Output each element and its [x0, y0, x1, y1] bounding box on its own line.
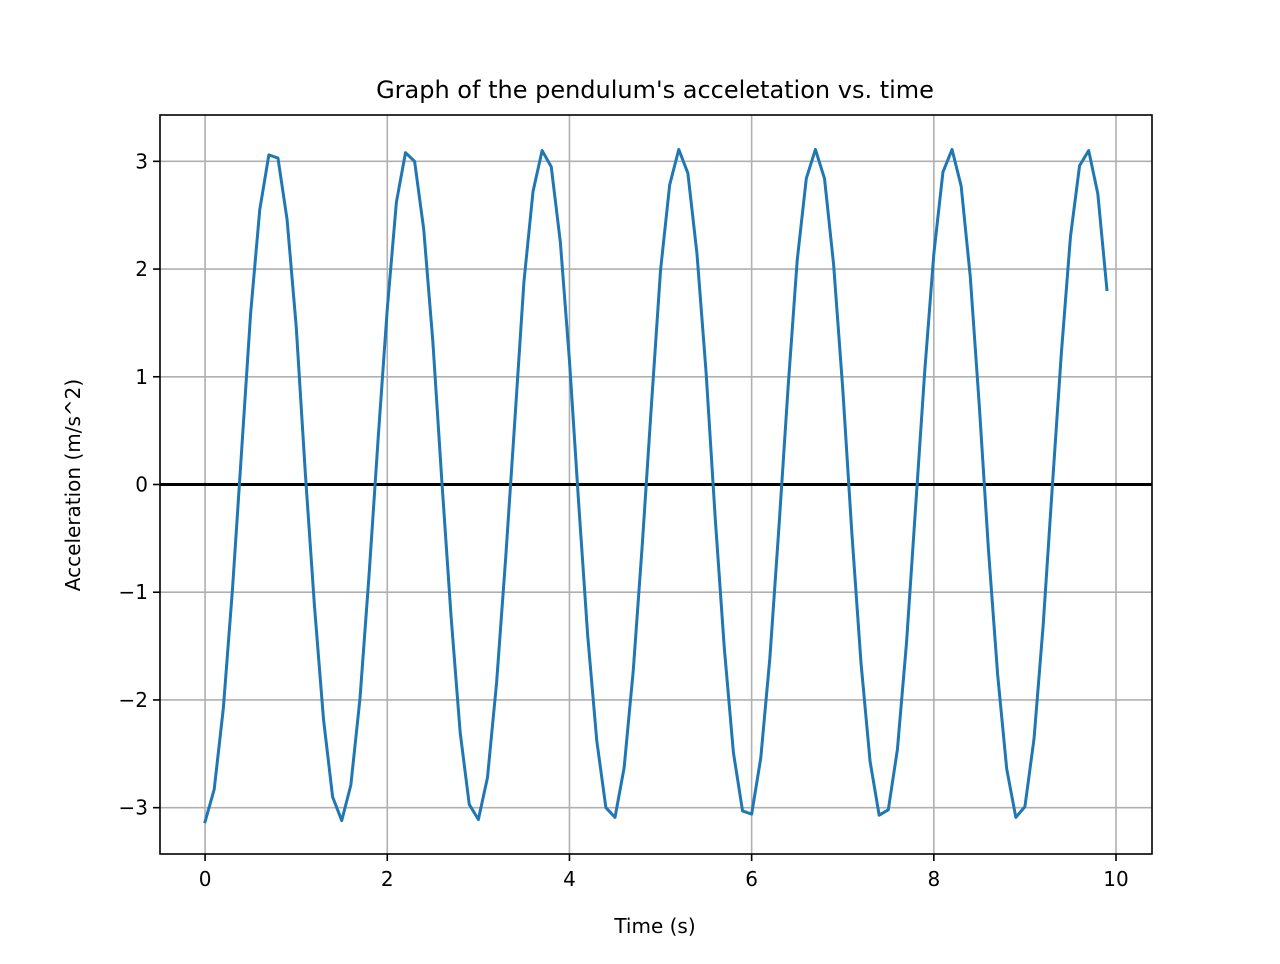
y-tick-label-5: −2	[119, 688, 148, 712]
x-axis-label: Time (s)	[613, 914, 695, 938]
x-tick-label-5: 10	[1103, 867, 1128, 891]
y-tick-label-0: 3	[135, 149, 148, 173]
chart-title: Graph of the pendulum's acceletation vs.…	[376, 76, 934, 104]
y-tick-label-4: −1	[119, 580, 148, 604]
series-layer	[203, 147, 1109, 824]
x-tick-label-4: 8	[927, 867, 940, 891]
y-axis-label: Acceleration (m/s^2)	[61, 379, 85, 591]
x-tick-label-0: 0	[199, 867, 212, 891]
x-tick-label-3: 6	[745, 867, 758, 891]
x-tick-label-1: 2	[381, 867, 394, 891]
y-tick-label-6: −3	[119, 796, 148, 820]
y-tick-label-1: 2	[135, 257, 148, 281]
y-tick-label-2: 1	[135, 365, 148, 389]
series-line-0	[203, 147, 1109, 824]
x-tick-label-2: 4	[563, 867, 576, 891]
y-tick-label-3: 0	[135, 473, 148, 497]
